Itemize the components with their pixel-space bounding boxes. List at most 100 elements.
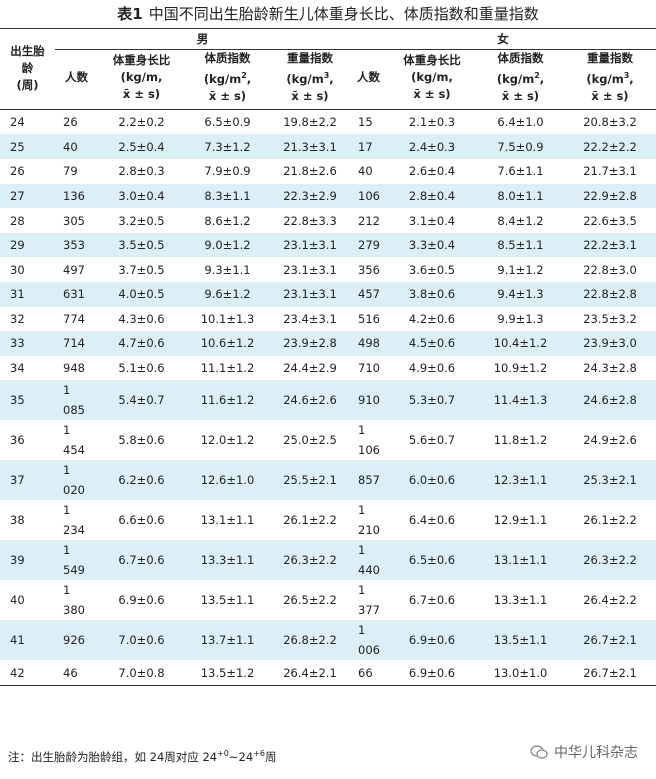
table-row: 40 1 380 6.9±0.6 13.5±1.1 26.5±2.2 1 377 6.7±0… <box>0 580 656 620</box>
value-cell: 353 <box>55 232 98 258</box>
value-cell: 13.3±1.1 <box>493 593 548 608</box>
value-cell: 857 <box>350 460 387 501</box>
unit: (kg/m <box>496 71 535 86</box>
header-line: (kg/m2, <box>187 67 268 88</box>
header-line: x̄ ± s) <box>291 88 329 103</box>
value-cell: 2.6±0.4 <box>408 164 456 179</box>
value-cell: 6.7±0.6 <box>408 593 456 608</box>
unit: , <box>246 71 252 86</box>
value-cell: 5.4±0.7 <box>98 380 185 421</box>
value-cell: 23.9±3.0 <box>564 331 656 356</box>
value-cell: 26.3±2.2 <box>564 540 656 581</box>
value-cell: 40 <box>55 134 98 160</box>
value-cell: 2.5±0.4 <box>98 134 185 160</box>
unit: (kg/m <box>286 71 324 86</box>
value-cell: 10.1±1.3 <box>200 311 255 326</box>
value-cell: 497 <box>63 262 85 277</box>
value-cell: 26.4±2.2 <box>583 593 637 608</box>
header-line: 重量指数 <box>287 51 333 65</box>
value-cell: 8.5±1.1 <box>477 232 564 258</box>
value-cell: 13.5±1.2 <box>185 660 270 686</box>
value-cell: 24.4±2.9 <box>283 361 337 376</box>
value-cell: 910 <box>350 380 387 421</box>
value-cell: 26.1±2.2 <box>583 513 637 528</box>
value-cell: 6.5±0.6 <box>387 540 477 581</box>
header-line: x̄ ± s) <box>122 86 161 101</box>
age-cell: 26 <box>10 164 25 179</box>
header-line: 体质指数 <box>204 51 251 65</box>
value-cell: 11.8±1.2 <box>493 433 548 448</box>
value-cell: 3.1±0.4 <box>408 213 456 228</box>
value-cell: 23.5±3.2 <box>583 311 637 326</box>
table-row: 29 353 3.5±0.5 9.0±1.2 23.1±3.1 279 3.3±0.4 8.5… <box>0 232 656 258</box>
value-cell: 8.6±1.2 <box>204 213 251 228</box>
value-cell: 6.7±0.6 <box>98 540 185 581</box>
table-row: 24 26 2.2±0.2 6.5±0.9 19.8±2.2 15 2.1±0.3 6.4±1… <box>0 109 656 134</box>
value-cell: 13.1±1.1 <box>200 513 255 528</box>
value-cell: 12.9±1.1 <box>493 513 548 528</box>
value-cell: 2.8±0.4 <box>387 183 477 209</box>
value-cell: 2.8±0.3 <box>118 164 165 179</box>
value-cell: 15 <box>358 115 373 130</box>
value-cell: 7.9±0.9 <box>204 164 251 179</box>
column-header: 人数 <box>55 49 98 110</box>
unit-exp: 3 <box>623 71 630 80</box>
value-cell: 356 <box>358 262 380 277</box>
value-cell: 1 106 <box>358 423 380 458</box>
value-cell: 22.2±2.2 <box>564 134 656 160</box>
value-cell: 40 <box>358 164 373 179</box>
value-cell: 11.1±1.2 <box>200 361 255 376</box>
value-cell: 8.0±1.1 <box>477 183 564 209</box>
value-cell: 1 454 <box>63 423 85 458</box>
value-cell: 23.1±3.1 <box>283 262 337 277</box>
age-cell: 25 <box>0 134 55 160</box>
header-line: (kg/m3, <box>566 67 654 88</box>
header-line: (kg/m2, <box>479 67 562 88</box>
value-cell: 9.3±1.1 <box>204 262 251 277</box>
header-line: 体重身长比 <box>112 52 171 67</box>
column-header: 重量指数 (kg/m3, x̄ ± s) <box>270 49 350 110</box>
value-cell: 12.3±1.1 <box>477 460 564 501</box>
age-cell: 33 <box>0 331 55 356</box>
group-header: 男 <box>55 28 350 50</box>
unit: , <box>539 71 545 86</box>
value-cell: 5.6±0.7 <box>408 433 456 448</box>
value-cell: 26 <box>63 115 78 130</box>
value-cell: 8.4±1.2 <box>497 213 544 228</box>
value-cell: 3.2±0.5 <box>118 213 165 228</box>
header-line: 出生胎 <box>10 44 45 59</box>
table-row: 35 1 085 5.4±0.7 11.6±1.2 24.6±2.6 910 5.3±0.7… <box>0 380 656 421</box>
value-cell: 24.3±2.8 <box>583 361 637 376</box>
value-cell: 21.7±3.1 <box>583 164 637 179</box>
value-cell: 26.3±2.2 <box>270 540 350 581</box>
value-cell: 19.8±2.2 <box>283 115 337 130</box>
value-cell: 2.2±0.2 <box>118 115 165 130</box>
value-cell: 24.9±2.6 <box>583 433 637 448</box>
watermark: 中华儿科杂志 <box>530 742 638 762</box>
value-cell: 9.9±1.3 <box>497 311 544 326</box>
header-line: 体重身长比 <box>403 52 461 67</box>
value-cell: 6.2±0.6 <box>98 460 185 501</box>
age-cell: 36 <box>10 433 25 448</box>
unit: (kg/m <box>203 71 242 86</box>
value-cell: 710 <box>358 361 380 376</box>
value-cell: 2.4±0.3 <box>387 134 477 160</box>
header-line: (kg/m3, <box>272 67 348 88</box>
table-body: 24 26 2.2±0.2 6.5±0.9 19.8±2.2 15 2.1±0.3 6.4±1… <box>0 109 656 686</box>
age-cell: 24 <box>10 115 25 130</box>
age-cell: 42 <box>0 660 55 686</box>
value-cell: 11.6±1.2 <box>185 380 270 421</box>
value-cell: 106 <box>350 183 387 209</box>
note-text: 周 <box>264 750 277 764</box>
value-cell: 1 020 <box>55 460 98 501</box>
value-cell: 21.8±2.6 <box>283 164 337 179</box>
header-line: 人数 <box>65 69 88 84</box>
value-cell: 22.8±3.0 <box>583 262 637 277</box>
value-cell: 26.5±2.2 <box>283 593 337 608</box>
table-row: 33 714 4.7±0.6 10.6±1.2 23.9±2.8 498 4.5±0.6 10… <box>0 331 656 356</box>
age-cell: 41 <box>0 620 55 661</box>
value-cell: 1 085 <box>55 380 98 421</box>
header-line: x̄ ± s) <box>591 88 629 103</box>
value-cell: 3.3±0.4 <box>387 232 477 258</box>
value-cell: 714 <box>55 331 98 356</box>
